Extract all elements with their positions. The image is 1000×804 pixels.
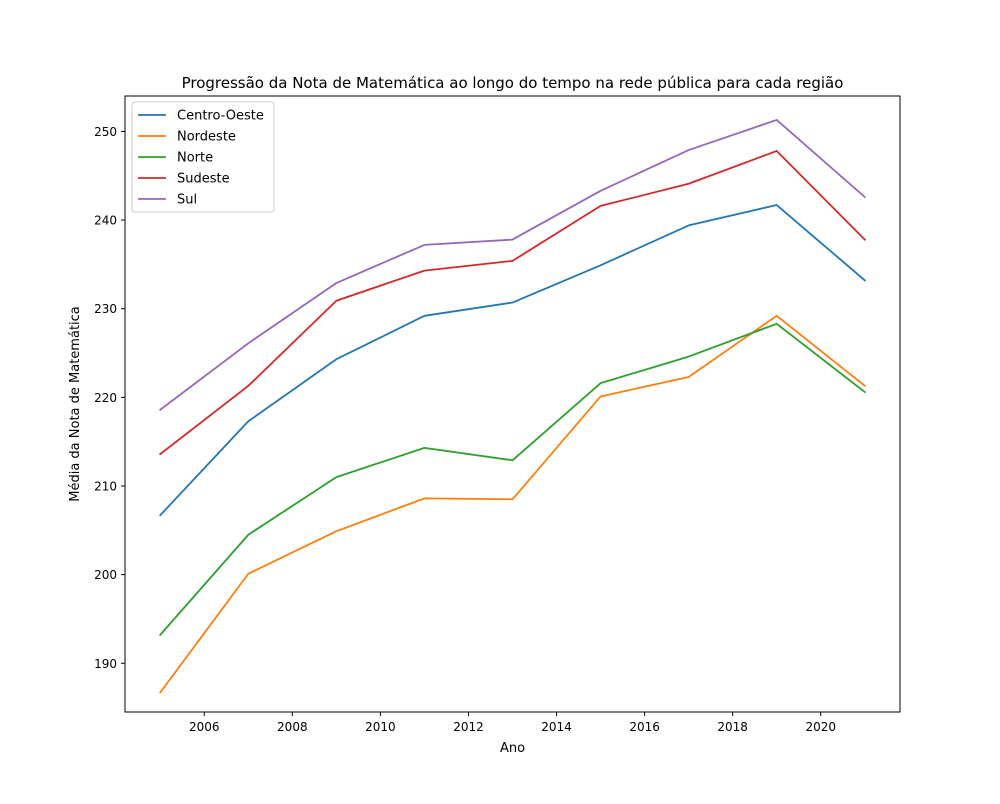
series-line-sul (158, 119, 867, 412)
y-axis-label: Média da Nota de Matemática (68, 306, 83, 502)
y-tick-label: 190 (94, 657, 117, 671)
x-tick-label: 2008 (277, 720, 308, 734)
series-line-centro-oeste (158, 204, 867, 517)
x-tick-label: 2020 (805, 720, 836, 734)
y-tick-label: 220 (94, 391, 117, 405)
y-tick-label: 230 (94, 302, 117, 316)
x-tick-label: 2016 (629, 720, 660, 734)
plot-area: 2006 2008 2010 2012 2014 2016 2018 2020 190 200 21… (94, 95, 901, 734)
y-tick-label: 210 (94, 479, 117, 493)
legend: Centro-Oeste Nordeste Norte Sudeste Sul (131, 101, 275, 213)
y-tick-label: 200 (94, 568, 117, 582)
x-tick-label: 2006 (189, 720, 220, 734)
legend-label: Nordeste (177, 130, 236, 145)
series-line-sudeste (158, 150, 867, 456)
legend-box (131, 101, 275, 213)
legend-label: Sul (177, 193, 197, 208)
plot-frame (124, 95, 901, 713)
series-line-nordeste (158, 314, 867, 694)
series-line-norte (158, 322, 867, 637)
y-tick-label: 240 (94, 214, 117, 228)
legend-label: Norte (177, 151, 213, 166)
y-tick-label: 250 (94, 125, 117, 139)
legend-label: Sudeste (177, 172, 230, 187)
x-tick-label: 2010 (365, 720, 396, 734)
x-tick-label: 2014 (541, 720, 572, 734)
x-tick-label: 2018 (717, 720, 748, 734)
legend-label: Centro-Oeste (177, 109, 264, 124)
x-tick-label: 2012 (453, 720, 484, 734)
chart-title: Progressão da Nota de Matemática ao long… (182, 74, 844, 92)
x-axis-label: Ano (500, 741, 525, 756)
